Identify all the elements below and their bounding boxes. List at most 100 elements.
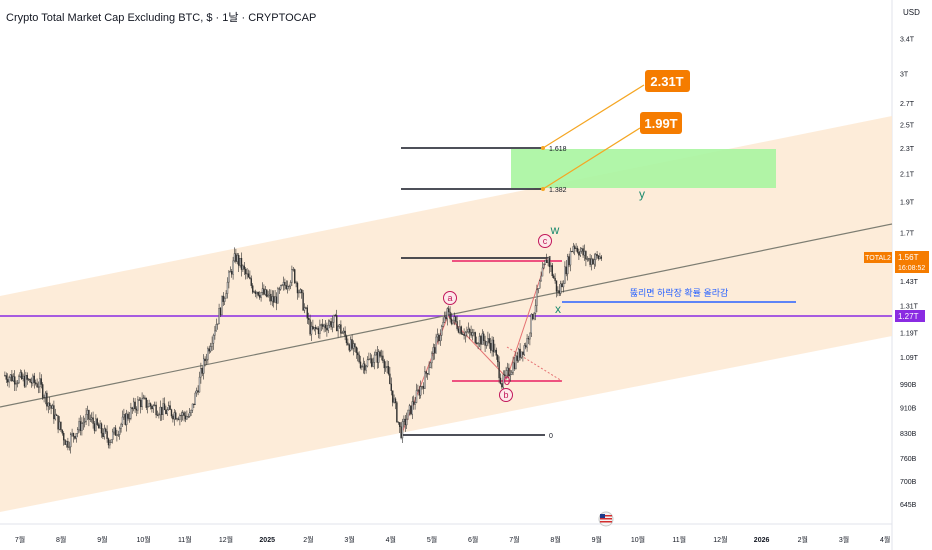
candle-body-271 xyxy=(383,360,385,369)
candle-body-139 xyxy=(198,376,201,393)
time-tick-8: 3월 xyxy=(344,535,354,544)
time-tick-17: 12월 xyxy=(713,535,727,544)
candle-body-203 xyxy=(288,285,290,287)
candle-body-406 xyxy=(572,246,574,252)
candle-body-50 xyxy=(74,436,76,439)
time-tick-4: 11월 xyxy=(178,535,192,544)
candle-body-186 xyxy=(264,289,266,295)
us-flag-event-icon[interactable] xyxy=(598,511,614,527)
candle-body-223 xyxy=(316,328,318,330)
candle-body-291 xyxy=(411,401,413,415)
candle-body-207 xyxy=(293,269,296,283)
candle-body-78 xyxy=(113,427,115,433)
candle-body-242 xyxy=(342,330,345,333)
candle-body-127 xyxy=(181,412,184,416)
candle-body-306 xyxy=(432,347,434,354)
candle-body-320 xyxy=(452,319,454,324)
candle-body-233 xyxy=(330,321,332,328)
candle-body-357 xyxy=(503,374,506,376)
price-tick-14: 830B xyxy=(900,431,917,438)
candle-body-263 xyxy=(372,362,374,367)
candle-body-136 xyxy=(194,392,196,406)
candle-body-249 xyxy=(352,343,355,349)
candle-body-269 xyxy=(380,355,383,357)
candle-body-59 xyxy=(86,410,89,415)
time-axis[interactable]: 7월 8월 9월 10월 11월 12월 2025 2월 3월 4월 5월 6월 7월 8월 9월 10월 11… xyxy=(15,535,891,544)
candle-body-222 xyxy=(314,326,317,330)
candle-body-398 xyxy=(561,283,563,288)
time-tick-11: 6월 xyxy=(468,535,478,544)
candle-body-69 xyxy=(100,423,103,434)
current-price-label: 1.56T xyxy=(898,253,919,262)
candle-body-326 xyxy=(460,326,462,335)
candle-body-228 xyxy=(323,324,325,327)
target-line-231[interactable] xyxy=(542,84,645,149)
projection-dotted-line[interactable] xyxy=(506,346,563,382)
candle-body-373 xyxy=(526,338,528,348)
candle-body-210 xyxy=(298,292,300,294)
candle-body-411 xyxy=(579,251,581,256)
candle-body-116 xyxy=(166,409,168,415)
countdown-label: 16:08:52 xyxy=(898,265,925,272)
candle-body-124 xyxy=(177,418,180,420)
candle-body-227 xyxy=(321,324,324,327)
candle-body-109 xyxy=(156,414,159,416)
fib-label-1618: 1.618 xyxy=(549,146,567,153)
candle-body-418 xyxy=(589,258,591,265)
wave-label-w: w xyxy=(550,223,560,237)
candle-body-184 xyxy=(261,288,264,293)
candle-body-225 xyxy=(319,324,321,334)
candle-body-368 xyxy=(519,348,521,358)
current-price-badge xyxy=(895,251,929,273)
candle-body-213 xyxy=(302,292,304,311)
candle-body-117 xyxy=(167,405,170,410)
candle-body-57 xyxy=(83,420,86,423)
candle-body-134 xyxy=(191,403,194,411)
candle-body-219 xyxy=(310,325,313,335)
candle-body-62 xyxy=(90,417,93,420)
candle-body-302 xyxy=(426,373,429,375)
candle-body-361 xyxy=(509,374,511,377)
candle-body-51 xyxy=(75,433,77,439)
candle-body-123 xyxy=(176,418,178,420)
candle-body-257 xyxy=(363,363,366,371)
target-text-231: 2.31T xyxy=(650,74,683,89)
price-tick-1: 3T xyxy=(900,71,909,78)
price-tick-8: 1.43T xyxy=(900,279,919,286)
candle-body-2 xyxy=(6,379,9,383)
candle-body-99 xyxy=(142,397,145,399)
candle-body-191 xyxy=(271,296,273,302)
candle-body-22 xyxy=(34,382,37,384)
candle-body-194 xyxy=(275,296,278,304)
candle-body-95 xyxy=(137,399,139,411)
candle-body-331 xyxy=(467,328,469,333)
candle-body-238 xyxy=(337,326,339,332)
candle-body-420 xyxy=(592,258,594,265)
price-axis[interactable]: 3.4T 3T 2.7T 2.5T 2.3T 2.1T 1.9T 1.7T 1.43T 1.31T… xyxy=(900,36,919,508)
candle-body-130 xyxy=(186,416,188,420)
candle-body-64 xyxy=(93,423,96,431)
candle-body-221 xyxy=(313,326,315,330)
target-line-199[interactable] xyxy=(542,127,641,190)
candle-body-391 xyxy=(551,265,553,277)
candle-body-167 xyxy=(237,255,240,266)
candle-body-224 xyxy=(317,328,320,334)
wave-label-y: y xyxy=(639,187,645,201)
candle-body-55 xyxy=(81,423,83,431)
candle-body-402 xyxy=(566,256,569,275)
candle-body-206 xyxy=(292,269,294,271)
candle-body-28 xyxy=(43,397,45,399)
candle-body-67 xyxy=(97,424,100,429)
candle-body-261 xyxy=(369,358,371,360)
candle-body-173 xyxy=(246,273,248,275)
candle-body-287 xyxy=(405,418,408,426)
candle-body-146 xyxy=(208,348,210,352)
price-tick-2: 2.7T xyxy=(900,101,915,108)
candle-body-38 xyxy=(57,415,59,430)
candle-body-256 xyxy=(362,363,364,367)
target-zone[interactable] xyxy=(511,149,776,188)
candle-body-308 xyxy=(435,336,437,354)
price-candles[interactable] xyxy=(4,242,602,454)
candle-body-390 xyxy=(550,265,552,268)
